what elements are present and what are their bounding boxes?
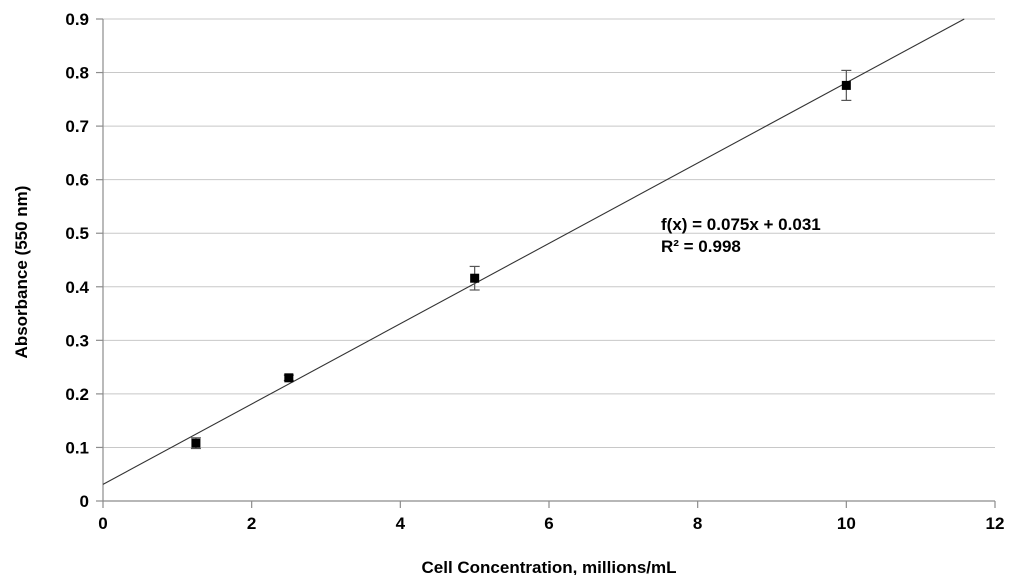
x-tick-label: 4 [396, 514, 406, 533]
x-axis-title: Cell Concentration, millions/mL [421, 558, 676, 575]
axes [96, 18, 996, 508]
y-tick-label: 0.7 [65, 117, 89, 136]
data-point [470, 273, 480, 283]
gridlines [103, 18, 995, 448]
trendline-layer [102, 18, 965, 485]
data-point [191, 438, 201, 448]
data-point [841, 80, 851, 90]
x-tick-label: 12 [986, 514, 1005, 533]
x-tick-label: 10 [837, 514, 856, 533]
y-tick-label: 0.8 [65, 64, 89, 83]
y-axis-title: Absorbance (550 nm) [12, 186, 31, 359]
y-tick-label: 0 [80, 492, 89, 511]
y-tick-label: 0.4 [65, 278, 89, 297]
y-tick-label: 0.6 [65, 171, 89, 190]
y-tick-label: 0.2 [65, 385, 89, 404]
x-tick-label: 0 [98, 514, 107, 533]
data-points-layer [190, 69, 852, 450]
x-tick-label: 6 [544, 514, 553, 533]
tick-labels: 0 0.1 0.2 0.3 0.4 0.5 0.6 0.7 0.8 0.9 0 2 4 6 8 10 12 [65, 10, 1004, 533]
x-tick-label: 2 [247, 514, 256, 533]
data-point [284, 373, 294, 383]
y-tick-label: 0.3 [65, 331, 89, 350]
y-tick-label: 0.5 [65, 224, 89, 243]
trendline-equation: f(x) = 0.075x + 0.031 [661, 215, 821, 234]
trendline [102, 18, 965, 485]
y-tick-label: 0.1 [65, 438, 89, 457]
x-tick-label: 8 [693, 514, 702, 533]
r-squared-label: R² = 0.998 [661, 237, 741, 256]
y-tick-label: 0.9 [65, 10, 89, 29]
